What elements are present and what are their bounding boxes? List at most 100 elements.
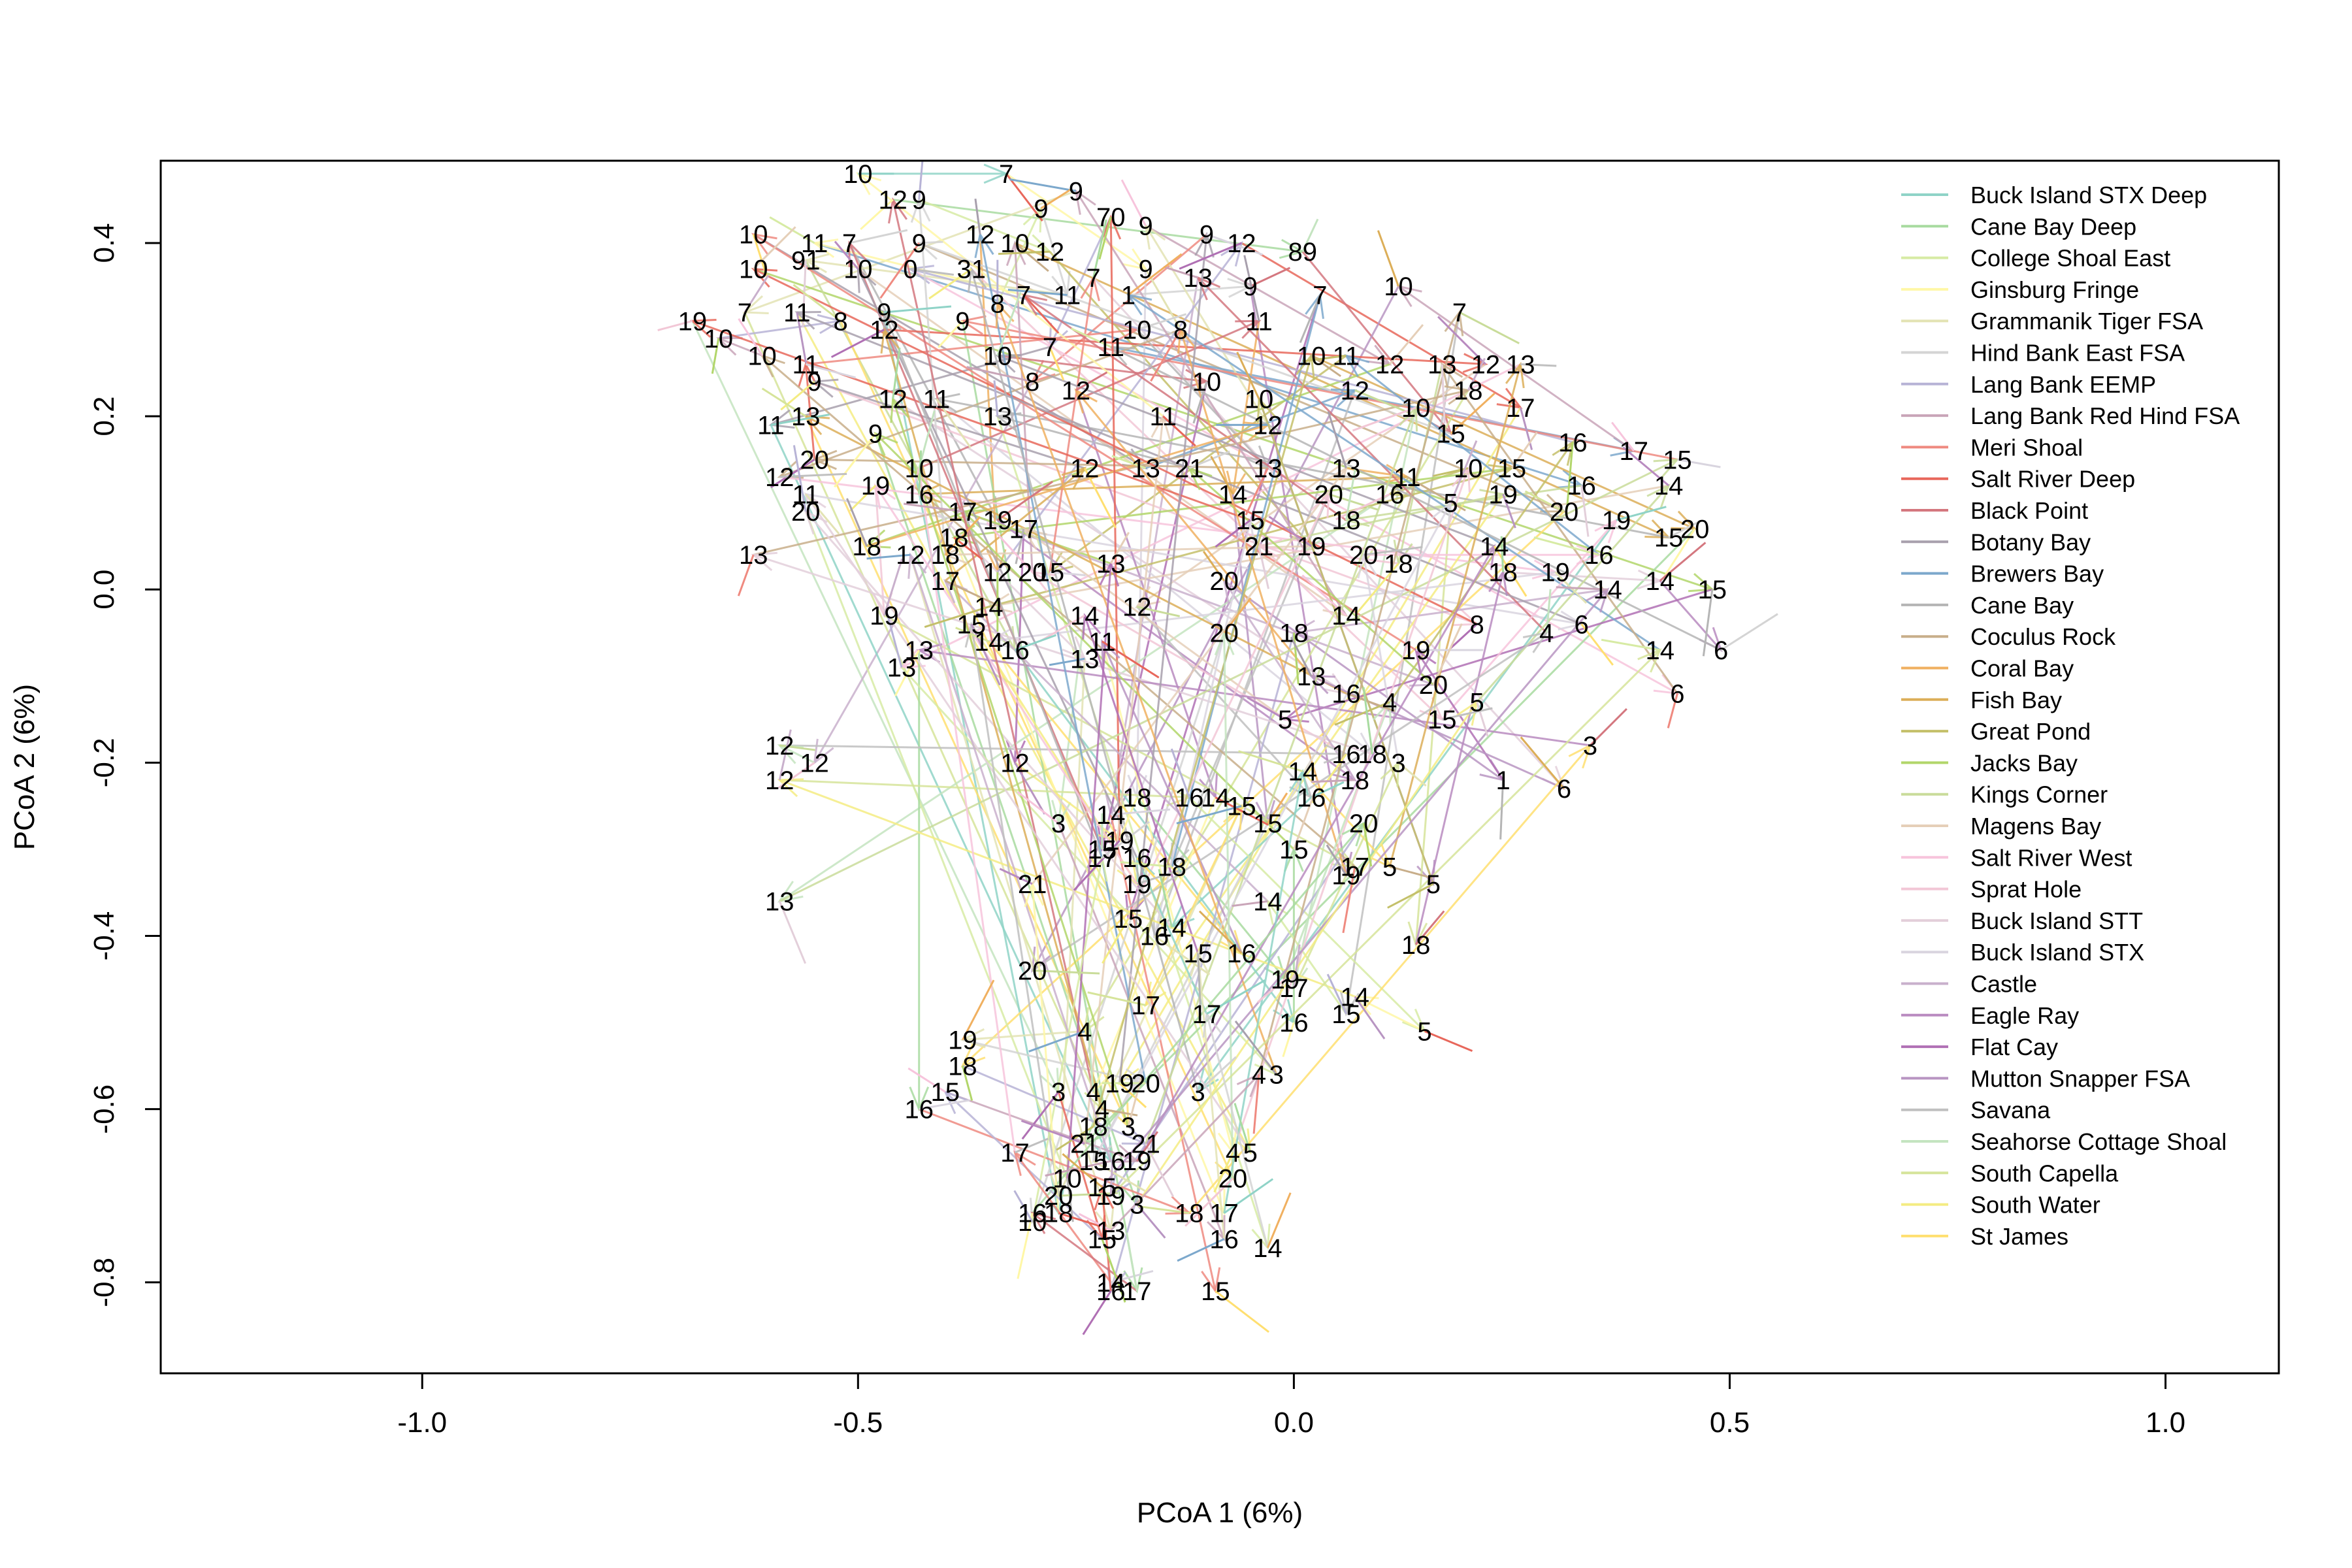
point-label: 15	[1654, 524, 1684, 553]
legend-label: Black Point	[1970, 497, 2088, 524]
trajectory-arrow	[1014, 634, 1056, 651]
trajectory-arrow	[1150, 329, 1182, 382]
legend-label: Buck Island STX Deep	[1970, 182, 2207, 208]
point-label: 18	[1401, 931, 1431, 960]
point-label: 14	[1341, 983, 1370, 1011]
trajectory-arrow	[1268, 515, 1312, 547]
trajectory-arrow	[1502, 493, 1516, 529]
trajectory-arrows	[657, 161, 1778, 1335]
y-tick-label: -0.2	[88, 738, 120, 787]
trajectory-arrow	[910, 268, 954, 276]
point-label: 13	[1297, 662, 1326, 691]
trajectory-arrow	[1022, 294, 1060, 334]
point-label: 13	[791, 402, 821, 431]
legend-item: Salt River Deep	[1901, 466, 2135, 493]
point-label: 16	[1331, 740, 1361, 769]
legend-item: South Water	[1901, 1192, 2100, 1218]
trajectory-arrow	[936, 398, 972, 448]
legend-label: Eagle Ray	[1970, 1002, 2079, 1029]
point-label: 19	[1105, 1070, 1134, 1098]
point-label: 13	[1183, 264, 1213, 293]
point-label: 18	[1122, 783, 1152, 812]
trajectory-arrow	[1326, 844, 1347, 876]
point-label: 11	[757, 411, 785, 440]
point-label: 19	[983, 506, 1013, 535]
trajectory-arrow	[1354, 389, 1411, 414]
trajectory-arrow	[1252, 1074, 1260, 1134]
trajectory-arrow	[1197, 1056, 1237, 1093]
point-label: 3	[1051, 809, 1066, 838]
trajectory-arrow	[1082, 1290, 1112, 1335]
point-label: 20	[1018, 559, 1047, 587]
point-label: 20	[1550, 498, 1579, 527]
trajectory-arrow	[1524, 490, 1565, 513]
trajectory-arrow	[1040, 188, 1072, 210]
trajectory-arrow	[770, 414, 830, 426]
point-label: 16	[1279, 1009, 1309, 1037]
trajectory-arrow	[883, 558, 904, 616]
point-label: 11	[783, 299, 811, 327]
point-label: 15	[1497, 455, 1527, 483]
legend-item: Grammanik Tiger FSA	[1901, 308, 2203, 335]
point-label: 3	[1051, 1078, 1066, 1107]
point-label: 14	[974, 593, 1004, 622]
point-label: 9	[1069, 177, 1083, 206]
point-label: 16	[904, 1096, 934, 1124]
trajectory-arrow	[1327, 411, 1347, 469]
point-label: 19	[1488, 480, 1518, 509]
trajectory-arrow	[1015, 529, 1025, 564]
point-label: 9	[912, 186, 926, 215]
point-label: 16	[1375, 480, 1405, 509]
legend-label: Hind Bank East FSA	[1970, 340, 2185, 367]
trajectory-arrow	[1232, 900, 1268, 907]
trajectory-arrow	[974, 198, 981, 235]
point-label: 17	[1192, 1000, 1222, 1029]
trajectory-arrow	[1389, 324, 1424, 365]
trajectory-arrow	[1292, 944, 1301, 988]
trajectory-arrow	[1066, 1178, 1074, 1222]
point-label: 7	[1017, 281, 1031, 310]
trajectory-arrow	[924, 606, 989, 629]
point-label: 16	[904, 480, 934, 509]
trajectory-arrow	[1087, 991, 1146, 1007]
legend-label: South Water	[1970, 1192, 2100, 1218]
point-label: 19	[948, 1026, 977, 1055]
point-label: 15	[1436, 420, 1465, 449]
trajectory-arrow	[1058, 1212, 1101, 1228]
x-axis: -1.0 -0.5 0.0 0.5 1.0	[397, 1373, 2185, 1439]
point-label: 17	[1209, 1200, 1239, 1228]
trajectory-arrow	[1250, 267, 1291, 287]
trajectory-arrow	[753, 226, 796, 270]
trajectory-arrow	[996, 480, 1054, 521]
point-label: 19	[870, 602, 899, 630]
trajectory-arrow	[998, 250, 1050, 255]
trajectory-arrow	[907, 1067, 946, 1093]
point-label: 12	[983, 559, 1013, 587]
point-label: 11	[792, 351, 820, 380]
point-label: 3	[1269, 1061, 1284, 1090]
point-label: 20	[1680, 515, 1710, 544]
point-label: 11	[923, 385, 951, 414]
trajectory-arrow	[777, 762, 815, 789]
trajectory-arrow	[1215, 519, 1251, 548]
trajectory-arrow	[752, 234, 768, 277]
point-label: 12	[870, 316, 899, 345]
point-label: 18	[1175, 1200, 1204, 1228]
point-label: 6	[1670, 679, 1684, 708]
trajectory-arrow	[1136, 606, 1180, 617]
point-label: 4	[1095, 1096, 1109, 1124]
point-label: 20	[1131, 1070, 1160, 1098]
point-label: 9	[877, 299, 891, 327]
point-label: 15	[957, 610, 987, 639]
trajectory-arrow	[962, 979, 995, 1041]
trajectory-arrow	[1520, 736, 1565, 790]
trajectory-arrow	[1432, 623, 1463, 685]
x-tick-label: 1.0	[2146, 1407, 2185, 1439]
trajectory-arrow	[1013, 1190, 1034, 1222]
legend-label: Buck Island STX	[1970, 939, 2144, 966]
point-label: 21	[1018, 870, 1047, 899]
point-label: 16	[1140, 923, 1169, 951]
point-label: 15	[1428, 706, 1457, 734]
trajectory-arrow	[1580, 485, 1590, 537]
point-label: 12	[1070, 455, 1100, 483]
